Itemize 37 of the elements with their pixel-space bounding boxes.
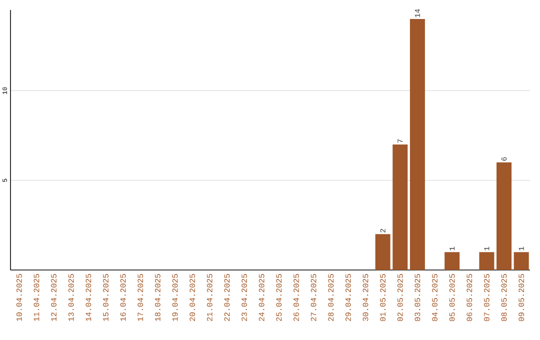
x-tick-label: 10.04.2025 [16,274,22,321]
x-tick-label: 04.05.2025 [432,274,438,322]
x-tick-label: 15.04.2025 [103,274,108,321]
bar [410,18,425,270]
x-tick-label: 05.05.2025 [449,274,455,322]
bar [444,252,460,270]
x-tick-label: 25.04.2025 [276,274,282,321]
x-tick-label: 22.04.2025 [224,274,230,321]
bar [392,144,408,270]
x-tick-label: 08.05.2025 [501,274,507,322]
x-tick-label: 09.05.2025 [518,274,524,322]
x-tick-label: 11.04.2025 [34,274,40,321]
x-tick-label: 27.04.2025 [310,274,316,321]
bar [479,252,494,270]
x-tick-label: 24.04.2025 [258,274,264,321]
x-tick-label: 13.04.2025 [68,274,74,321]
x-tick-label: 26.04.2025 [294,274,299,321]
x-tick-label: 06.05.2025 [466,274,472,322]
x-tick-label: 02.05.2025 [397,274,403,322]
x-tick-label: 30.04.2025 [362,274,368,322]
x-tick-label: 17.04.2025 [138,274,144,321]
x-tick-label: 01.05.2025 [380,274,386,322]
x-tick-label: 14.04.2025 [86,274,92,321]
x-tick-label: 07.05.2025 [484,274,490,322]
x-tick-label: 23.04.2025 [242,274,247,321]
x-tick-label: 16.04.2025 [120,274,126,321]
x-tick-label: 28.04.2025 [328,274,334,321]
x-tick-label: 20.04.2025 [190,274,196,321]
x-tick-label: 21.04.2025 [206,274,212,321]
x-tick-label: 03.05.2025 [414,274,420,322]
bar [514,252,529,270]
x-tick-label: 12.04.2025 [51,274,57,321]
x-tick-label: 18.04.2025 [154,274,160,321]
bar [375,234,390,270]
x-tick-label: 29.04.2025 [345,274,351,321]
x-tick-label: 19.04.2025 [172,274,178,321]
bar [496,162,512,270]
